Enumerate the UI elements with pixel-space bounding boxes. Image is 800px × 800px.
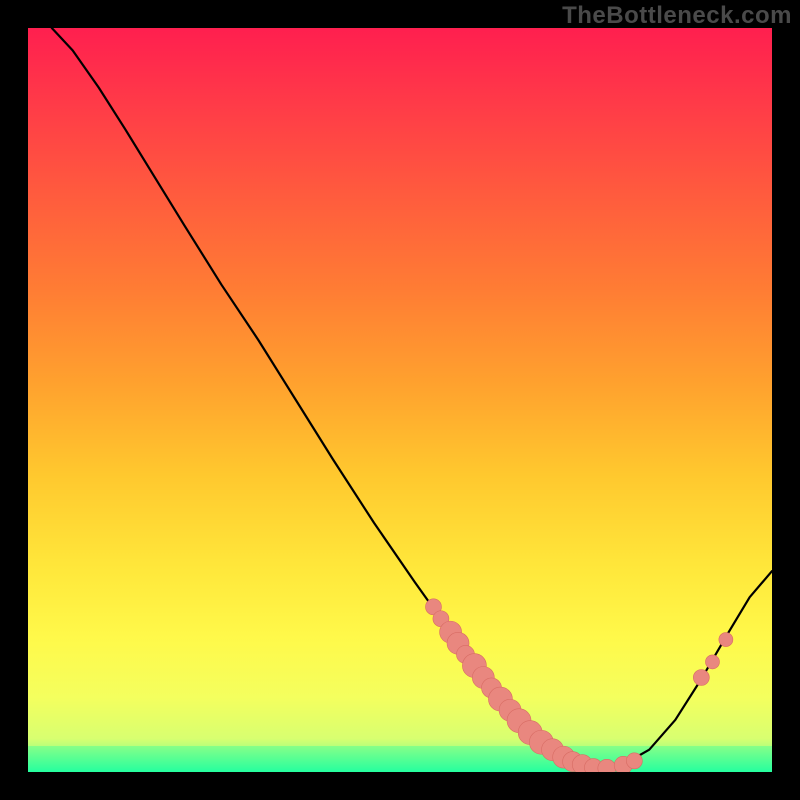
marker-group	[425, 599, 732, 772]
data-marker	[719, 633, 733, 647]
data-marker	[598, 759, 616, 772]
chart-container: TheBottleneck.com	[0, 0, 800, 800]
data-marker	[705, 655, 719, 669]
chart-overlay	[28, 28, 772, 772]
plot-area	[28, 28, 772, 772]
bottleneck-curve	[52, 28, 772, 768]
data-marker	[693, 670, 709, 686]
data-marker	[626, 753, 642, 769]
watermark-text: TheBottleneck.com	[562, 2, 792, 30]
